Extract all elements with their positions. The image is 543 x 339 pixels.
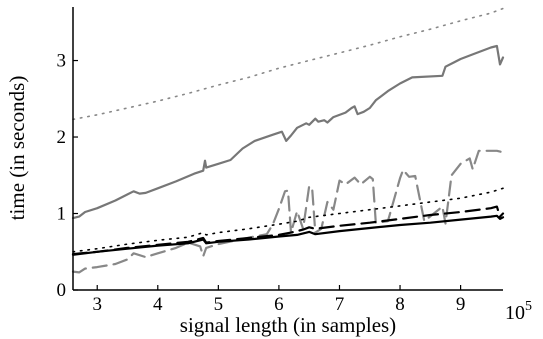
x-tick-label: 5 — [214, 294, 224, 315]
y-tick-label: 0 — [57, 280, 67, 301]
x-tick-label: 7 — [335, 294, 345, 315]
series-line-1-dotted — [72, 7, 504, 121]
x-tick-label: 6 — [274, 294, 284, 315]
y-axis-label: time (in seconds) — [5, 76, 29, 221]
series-line-6-solid — [71, 214, 505, 256]
x-axis-label: signal length (in samples) — [180, 313, 396, 337]
y-tick-label: 1 — [57, 204, 67, 225]
tick-layer: 3 4 5 6 7 8 9 0 1 2 3 — [57, 51, 466, 315]
series-line-5-dashed — [71, 205, 505, 256]
axes — [72, 7, 503, 291]
x-multiplier-base: 10 — [505, 302, 525, 324]
series-line-2-solid — [71, 44, 505, 220]
x-tick-label: 4 — [153, 294, 163, 315]
y-tick-label: 3 — [57, 51, 67, 72]
x-multiplier-exponent: 5 — [525, 299, 532, 314]
x-tick-label: 3 — [92, 294, 102, 315]
y-tick-label: 2 — [57, 127, 67, 148]
series-line-3-dashed — [71, 149, 505, 274]
x-multiplier-label: 105 — [505, 299, 532, 324]
x-tick-label: 9 — [456, 294, 466, 315]
series-layer — [71, 7, 505, 274]
x-tick-label: 8 — [395, 294, 405, 315]
